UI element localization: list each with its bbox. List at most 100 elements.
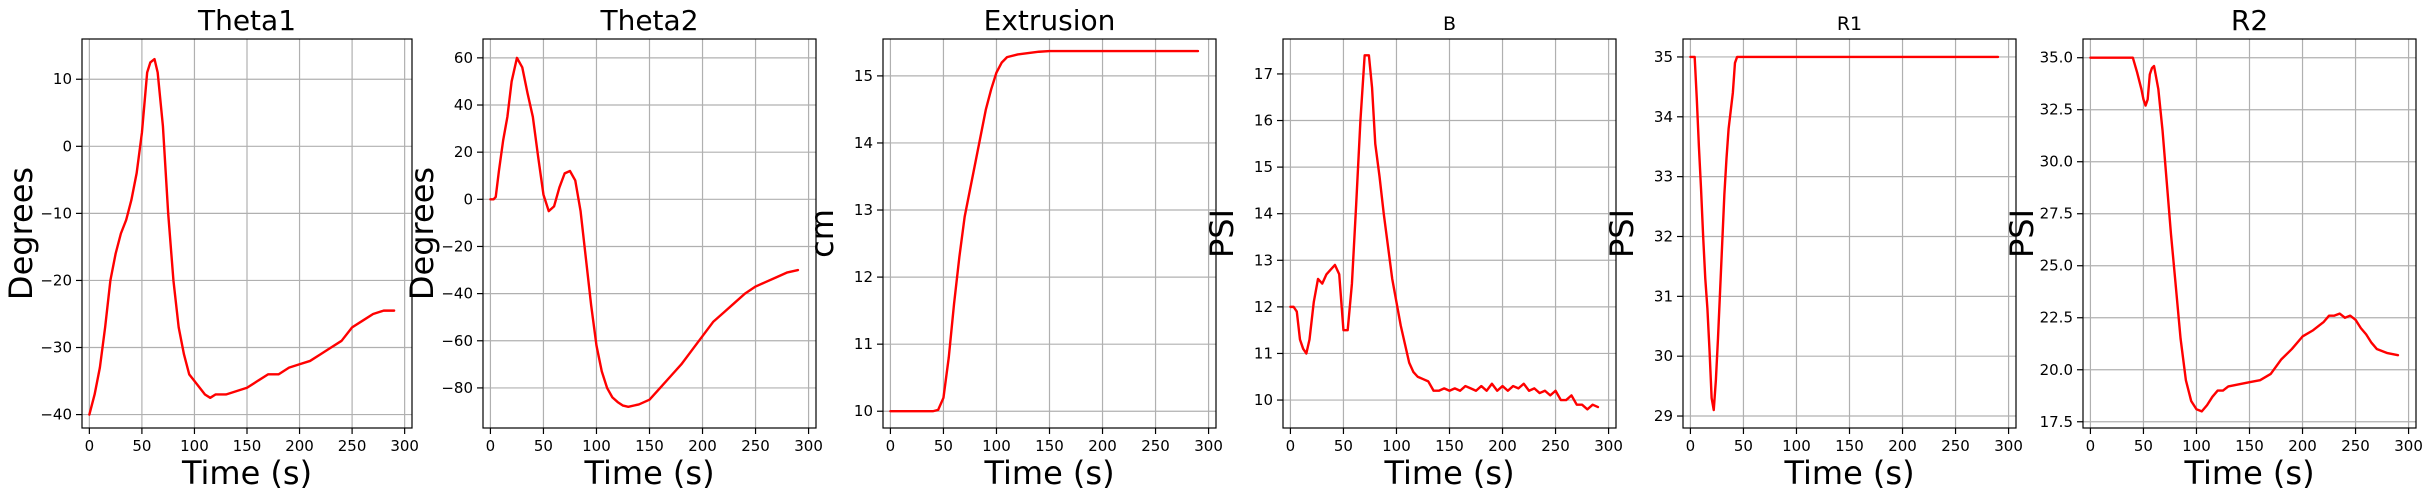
y-tick-label: −20 (441, 237, 473, 255)
y-tick-label: 30.0 (2040, 153, 2073, 171)
y-tick-label: 15 (1254, 158, 1273, 176)
x-tick-label: 50 (934, 437, 953, 455)
series-line (1289, 54, 1600, 411)
y-axis-label: PSI (1603, 209, 1641, 258)
x-tick-label: 300 (794, 437, 823, 455)
y-tick-label: 33 (1654, 168, 1673, 186)
x-tick-label: 0 (1686, 437, 1696, 455)
y-tick-label: −30 (40, 339, 72, 357)
y-axis-label: Degrees (403, 167, 441, 300)
y-tick-label: 35 (1654, 48, 1673, 66)
y-tick-label: 13 (1254, 251, 1273, 269)
x-tick-label: 250 (1541, 437, 1570, 455)
series-line (2089, 56, 2400, 413)
chart-title: R1 (1837, 13, 1862, 35)
chart-title: Theta1 (197, 4, 296, 37)
x-tick-label: 250 (2341, 437, 2370, 455)
x-tick-label: 100 (1382, 437, 1411, 455)
series-line (489, 56, 800, 408)
x-tick-label: 200 (1888, 437, 1917, 455)
y-tick-label: 22.5 (2040, 309, 2073, 327)
x-axis-label: Time (s) (983, 454, 1114, 492)
y-tick-label: −40 (40, 406, 72, 424)
x-tick-label: 100 (982, 437, 1011, 455)
x-tick-label: 100 (1782, 437, 1811, 455)
y-tick-label: 60 (454, 49, 473, 67)
x-tick-label: 200 (688, 437, 717, 455)
y-tick-label: 10 (53, 70, 72, 88)
x-tick-label: 300 (1994, 437, 2023, 455)
y-tick-label: −40 (441, 285, 473, 303)
x-tick-label: 0 (85, 437, 95, 455)
x-tick-label: 50 (1334, 437, 1353, 455)
y-tick-label: −10 (40, 204, 72, 222)
subplot-r1: 0 50 100 150 200 250 300 29 30 31 32 33 34 35 R1 Time (… (1603, 13, 2023, 492)
y-tick-label: 20.0 (2040, 361, 2073, 379)
x-tick-label: 0 (1286, 437, 1296, 455)
x-tick-label: 100 (180, 437, 209, 455)
x-tick-label: 150 (635, 437, 664, 455)
x-axis-label: Time (s) (583, 454, 714, 492)
y-tick-label: 34 (1654, 108, 1673, 126)
x-tick-label: 200 (1088, 437, 1117, 455)
x-tick-label: 200 (1488, 437, 1517, 455)
y-tick-label: 20 (454, 143, 473, 161)
x-tick-label: 150 (1835, 437, 1864, 455)
y-tick-label: 13 (854, 201, 873, 219)
x-axis-label: Time (s) (1383, 454, 1514, 492)
subplot-extrusion: 0 50 100 150 200 250 300 10 11 12 13 14 15 Extrusion T… (803, 4, 1223, 492)
x-axis-label: Time (s) (1783, 454, 1914, 492)
y-tick-label: 32.5 (2040, 101, 2073, 119)
series-line (889, 49, 1200, 413)
y-tick-label: 25.0 (2040, 257, 2073, 275)
y-tick-label: 10 (854, 402, 873, 420)
chart-title: Theta2 (599, 4, 698, 37)
y-axis-label: cm (803, 209, 841, 258)
y-tick-label: 32 (1654, 227, 1673, 245)
chart-title: R2 (2231, 4, 2268, 37)
x-tick-label: 0 (2086, 437, 2096, 455)
subplot-theta2: 0 50 100 150 200 250 300 −80 −60 −40 −20 0 20 40 60 The… (403, 4, 823, 492)
y-tick-label: 17.5 (2040, 413, 2073, 431)
x-tick-label: 250 (338, 437, 367, 455)
chart-title: B (1443, 13, 1456, 35)
y-tick-label: 11 (1254, 344, 1273, 362)
y-tick-label: 11 (854, 335, 873, 353)
y-tick-label: 12 (1254, 298, 1273, 316)
y-tick-label: 15 (854, 67, 873, 85)
y-tick-label: 16 (1254, 112, 1273, 130)
series-line (88, 57, 396, 416)
x-tick-label: 300 (1594, 437, 1623, 455)
x-tick-label: 50 (1734, 437, 1753, 455)
y-tick-label: −60 (441, 332, 473, 350)
y-tick-label: 30 (1654, 347, 1673, 365)
x-tick-label: 250 (741, 437, 770, 455)
x-tick-label: 150 (2235, 437, 2264, 455)
x-tick-label: 250 (1941, 437, 1970, 455)
y-tick-label: 10 (1254, 391, 1273, 409)
x-tick-label: 0 (886, 437, 896, 455)
y-tick-label: 27.5 (2040, 205, 2073, 223)
y-tick-label: −20 (40, 271, 72, 289)
x-tick-label: 150 (1035, 437, 1064, 455)
y-tick-label: 17 (1254, 65, 1273, 83)
y-tick-label: 0 (463, 190, 473, 208)
x-tick-label: 100 (582, 437, 611, 455)
x-tick-label: 100 (2182, 437, 2211, 455)
y-tick-label: 31 (1654, 287, 1673, 305)
x-tick-label: 150 (1435, 437, 1464, 455)
y-tick-label: 14 (854, 134, 873, 152)
y-axis-label: PSI (1203, 209, 1241, 258)
subplot-r2: 0 50 100 150 200 250 300 17.5 20.0 22.5 25.0 27.5 30… (2003, 4, 2423, 492)
y-tick-label: 29 (1654, 407, 1673, 425)
chart-title: Extrusion (984, 4, 1116, 37)
y-tick-label: 0 (62, 137, 72, 155)
x-tick-label: 200 (285, 437, 314, 455)
y-tick-label: 35.0 (2040, 49, 2073, 67)
x-tick-label: 300 (2394, 437, 2423, 455)
x-axis-label: Time (s) (181, 454, 312, 492)
y-axis-label: Degrees (2, 167, 40, 300)
x-axis-label: Time (s) (2183, 454, 2314, 492)
subplot-b: 0 50 100 150 200 250 300 10 11 12 13 14 15 16 17 B Time … (1203, 13, 1623, 492)
